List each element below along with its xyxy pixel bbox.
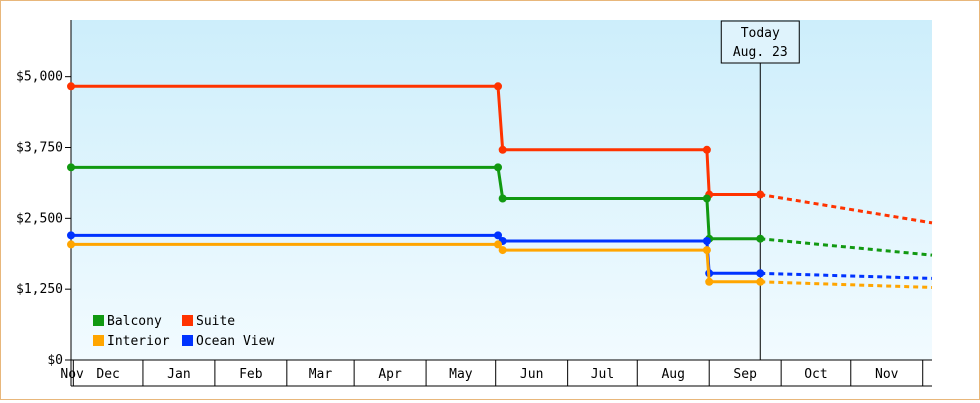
series-interior (67, 240, 933, 289)
series-line-suite (71, 84, 761, 197)
today-label: Today (741, 26, 780, 41)
today-marker: Today Aug. 23 (720, 20, 800, 360)
series-projection-ocean-view (760, 271, 933, 280)
x-tick-label: Nov (875, 367, 899, 382)
x-axis: Nov Dec Jan Feb Mar Apr May Jun Jul Aug Sep Oct Nov (60, 359, 932, 387)
legend-swatch-suite (182, 315, 193, 326)
data-point-suite (702, 145, 711, 154)
data-point-balcony (498, 194, 507, 203)
data-point-interior (756, 277, 765, 286)
data-point-interior (705, 277, 714, 286)
data-point-balcony (494, 163, 503, 172)
data-point-balcony (702, 194, 711, 203)
y-axis: $0 $1,250 $2,500 $3,750 $5,000 (16, 20, 72, 368)
x-tick-label: Feb (239, 367, 263, 382)
legend-label-interior: Interior (107, 334, 170, 349)
series-suite (67, 82, 933, 225)
series-projection-suite (760, 193, 933, 225)
legend-swatch-ocean-view (182, 335, 193, 346)
data-point-ocean-view (67, 231, 75, 240)
series-layer (67, 82, 933, 289)
legend-swatch-balcony (93, 315, 104, 326)
x-tick-label: Jun (520, 367, 543, 382)
series-balcony (67, 163, 933, 257)
y-tick-label: $1,250 (16, 282, 63, 297)
x-tick-label: Jul (591, 367, 614, 382)
x-tick-label: May (449, 367, 473, 382)
data-point-balcony (67, 163, 75, 172)
series-line-ocean-view (71, 233, 761, 275)
x-tick-label: Mar (309, 367, 333, 382)
y-tick-label: $3,750 (16, 141, 63, 156)
series-ocean-view (67, 231, 933, 280)
x-tick-label: Dec (96, 367, 119, 382)
data-point-suite (756, 190, 765, 199)
data-point-interior (67, 240, 75, 249)
today-date-label: Aug. 23 (733, 45, 788, 60)
x-tick-label: Jan (167, 367, 190, 382)
legend-label-ocean-view: Ocean View (196, 334, 274, 349)
data-point-interior (494, 240, 503, 249)
data-point-suite (67, 82, 75, 91)
data-point-ocean-view (756, 269, 765, 278)
data-point-balcony (756, 234, 765, 243)
y-tick-label: $5,000 (16, 70, 63, 85)
x-tick-label: Nov (60, 367, 84, 382)
legend-label-balcony: Balcony (107, 314, 162, 329)
data-point-ocean-view (702, 237, 711, 245)
series-line-balcony (71, 165, 761, 241)
legend: Balcony Suite Interior Ocean View (93, 314, 274, 349)
data-point-interior (702, 246, 711, 255)
data-point-interior (498, 246, 507, 255)
y-tick-label: $2,500 (16, 211, 63, 226)
series-line-interior (71, 242, 761, 284)
data-point-ocean-view (494, 231, 503, 240)
x-tick-label: Oct (804, 367, 827, 382)
x-tick-label: Aug (661, 367, 684, 382)
series-projection-interior (760, 280, 933, 289)
series-projection-balcony (760, 237, 933, 257)
y-tick-label: $0 (47, 353, 63, 368)
x-tick-label: Sep (733, 367, 757, 382)
x-tick-label: Apr (378, 367, 402, 382)
legend-swatch-interior (93, 335, 104, 346)
legend-label-suite: Suite (196, 314, 235, 329)
data-point-suite (494, 82, 503, 91)
data-point-suite (498, 145, 507, 154)
today-box (720, 20, 800, 64)
